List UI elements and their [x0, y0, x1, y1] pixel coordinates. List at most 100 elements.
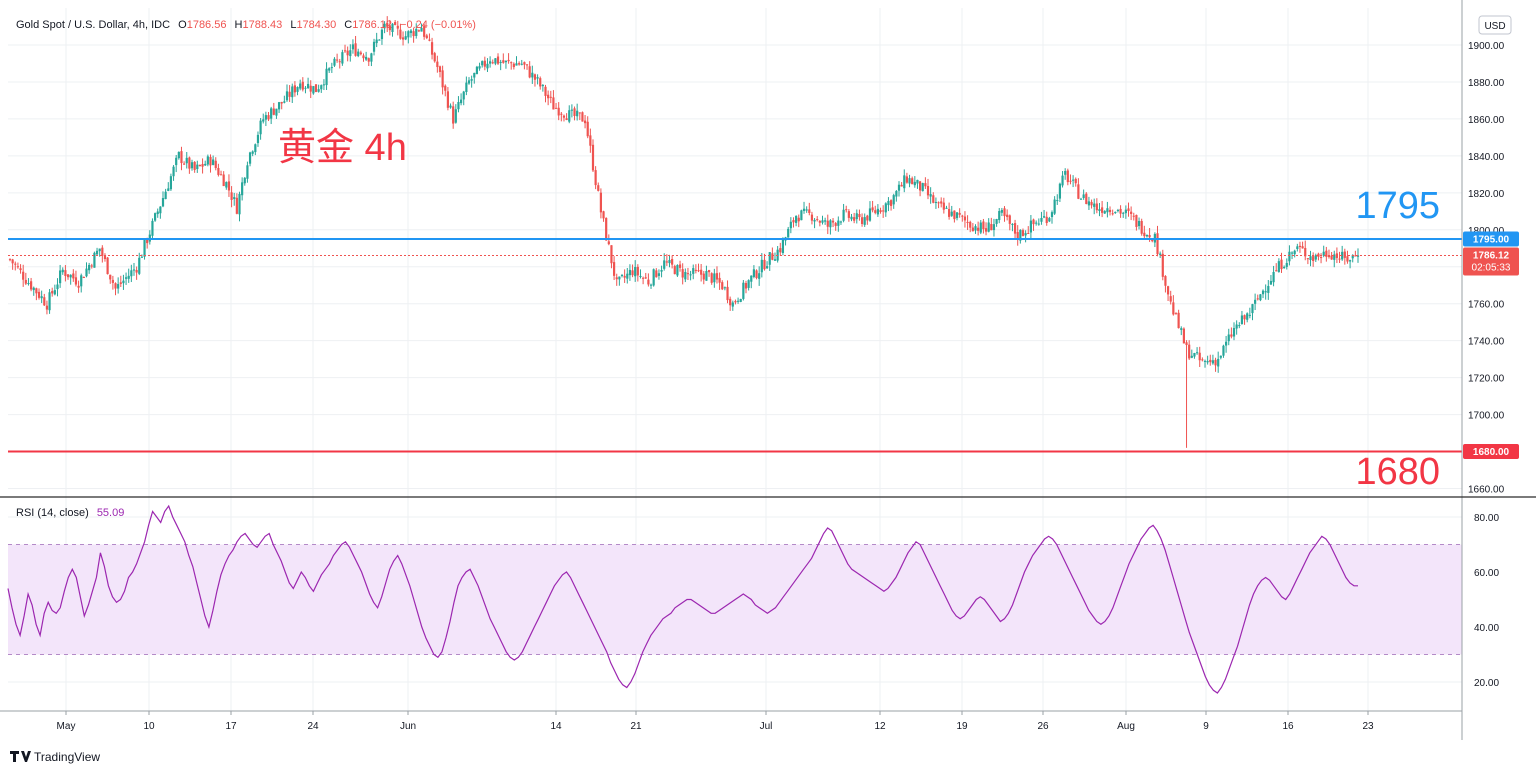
candle-body: [744, 283, 748, 289]
candle-body: [950, 211, 953, 216]
candle-body: [459, 99, 463, 104]
candle-body: [990, 224, 993, 231]
candle-body: [1037, 223, 1040, 225]
price-tick-label: 1840.00: [1468, 152, 1505, 163]
candle-body: [525, 64, 529, 66]
candle-body: [330, 67, 333, 69]
candle-body: [523, 62, 526, 65]
time-tick-label: 16: [1282, 721, 1294, 732]
candle-body: [143, 240, 146, 257]
candle-body: [496, 56, 500, 64]
price-tick-label: 1700.00: [1468, 411, 1505, 422]
candle-body: [628, 269, 632, 276]
candle-body: [217, 167, 220, 175]
candle-body: [201, 163, 204, 167]
candle-body: [868, 208, 872, 221]
candle-body: [557, 107, 560, 116]
candle-body: [742, 282, 745, 299]
candle-body: [982, 221, 985, 230]
candle-body: [386, 22, 389, 27]
currency-button[interactable]: [1478, 15, 1512, 35]
candle-body: [821, 220, 824, 223]
candle-body: [241, 182, 244, 196]
candle-body: [963, 216, 967, 221]
candle-body: [225, 182, 228, 188]
candle-body: [760, 259, 763, 273]
low-label: L: [290, 19, 296, 31]
candle-body: [1193, 353, 1196, 357]
candle-body: [781, 239, 785, 254]
candle-body: [1177, 312, 1180, 329]
time-tick-label: 9: [1203, 721, 1209, 732]
candle-body: [552, 97, 555, 110]
candle-body: [1203, 360, 1207, 362]
candle-body: [924, 183, 927, 187]
candle-body: [1264, 291, 1267, 293]
candle-body: [1248, 314, 1251, 316]
candle-body: [792, 220, 795, 223]
candle-body: [291, 86, 294, 98]
candle-body: [1156, 233, 1159, 255]
candle-body: [1182, 328, 1185, 344]
candle-body: [436, 61, 439, 68]
candle-body: [333, 58, 336, 66]
candle-body: [415, 28, 418, 37]
candle-body: [589, 135, 592, 146]
candle-body: [444, 85, 447, 91]
candle-body: [1071, 179, 1075, 181]
candle-body: [481, 61, 484, 66]
candle-body: [916, 179, 919, 184]
candle-body: [309, 85, 312, 92]
chart-annotation[interactable]: 黄金 4h: [278, 127, 407, 169]
candle-body: [568, 110, 571, 122]
rsi-axis[interactable]: 80.00 60.00 40.00 20.00: [1474, 513, 1499, 689]
candle-body: [1145, 235, 1149, 237]
symbol-title: Gold Spot / U.S. Dollar, 4h, IDC O1786.5…: [16, 19, 476, 31]
candle-body: [829, 220, 832, 228]
candle-body: [668, 260, 671, 264]
candle-body: [660, 270, 663, 272]
candle-body: [723, 287, 726, 289]
candle-body: [599, 192, 603, 213]
candle-body: [1122, 212, 1125, 214]
candle-body: [328, 68, 331, 71]
candle-body: [1356, 255, 1360, 257]
candles[interactable]: [8, 16, 1360, 448]
candle-body: [626, 273, 629, 279]
low-value: 1784.30: [296, 19, 336, 31]
candle-body: [1188, 344, 1191, 359]
rsi-title: RSI (14, close): [16, 507, 89, 519]
candle-body: [77, 285, 80, 288]
candle-body: [945, 207, 948, 209]
candle-body: [270, 108, 273, 119]
candle-body: [602, 211, 605, 219]
support-big-label[interactable]: 1680: [1355, 451, 1440, 493]
candle-body: [35, 288, 38, 294]
time-tick-label: Jun: [400, 721, 416, 732]
candle-body: [1035, 222, 1038, 224]
candle-body: [338, 61, 341, 63]
rsi-tick-label: 60.00: [1474, 568, 1499, 579]
candle-body: [966, 221, 969, 223]
candle-body: [124, 277, 128, 279]
candle-body: [417, 30, 420, 32]
candle-body: [644, 277, 647, 279]
candle-body: [591, 144, 595, 171]
candle-body: [351, 44, 355, 50]
candle-body: [1304, 247, 1307, 257]
candle-body: [383, 23, 386, 29]
candle-body: [1079, 198, 1083, 200]
resistance-big-label[interactable]: 1795: [1355, 185, 1440, 227]
candle-body: [1050, 212, 1054, 218]
candle-body: [285, 91, 289, 101]
candle-body: [256, 134, 260, 144]
candle-body: [855, 213, 858, 220]
candle-body: [789, 221, 792, 229]
tradingview-logo[interactable]: TradingView: [10, 750, 100, 764]
candle-body: [795, 216, 798, 223]
time-axis[interactable]: May 10 17 24 Jun 14 21 Jul 12 19 26 Aug 9 16 23: [57, 711, 1374, 732]
candle-body: [1016, 232, 1019, 240]
candle-body: [507, 59, 510, 62]
candle-body: [93, 252, 96, 268]
candle-body: [283, 101, 286, 103]
